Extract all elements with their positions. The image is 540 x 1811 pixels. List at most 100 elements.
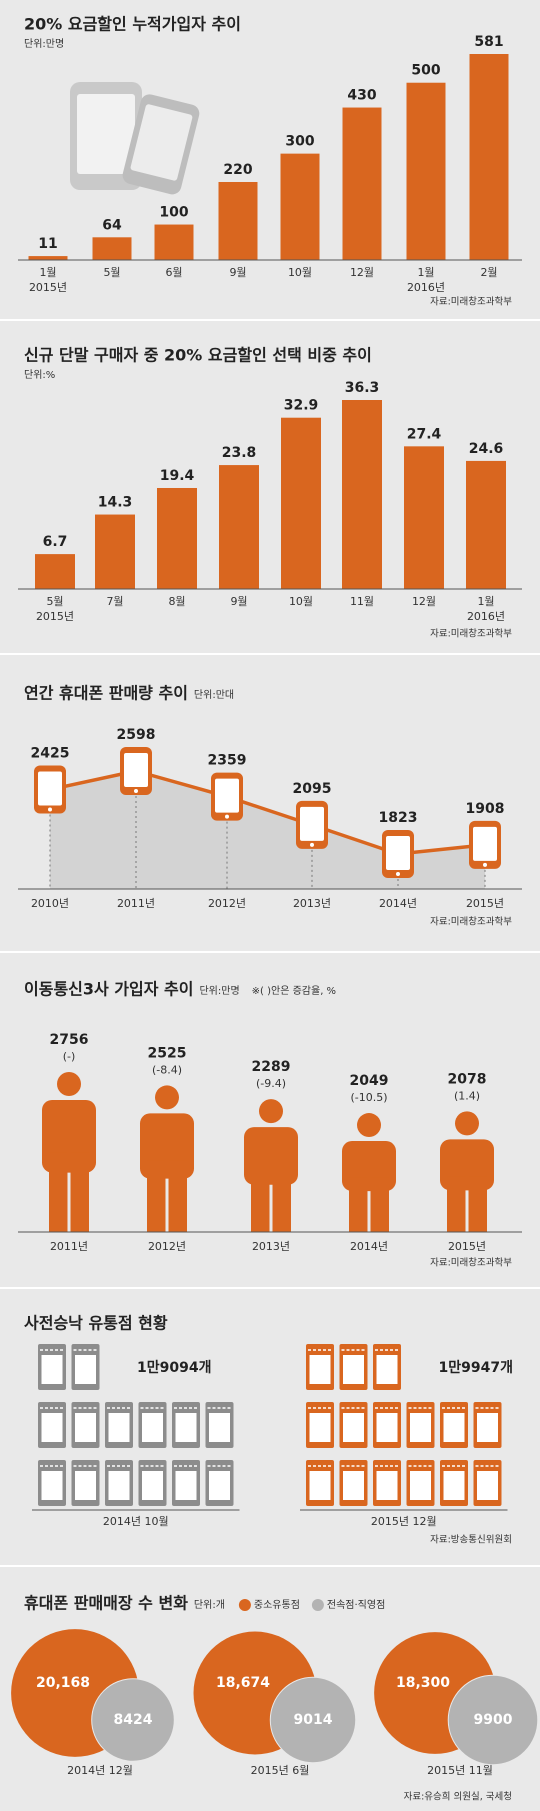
phone-button <box>483 862 487 867</box>
phone-illustration-back <box>122 94 200 195</box>
value-label: 32.9 <box>284 398 319 414</box>
store-icon-window <box>477 1413 498 1442</box>
bar <box>281 417 321 589</box>
figure-leg <box>147 1160 166 1232</box>
store-icon-window <box>108 1413 130 1442</box>
bubble <box>447 1674 539 1766</box>
phone-marker <box>211 772 243 821</box>
phone-button <box>48 807 52 812</box>
value-label: 581 <box>474 34 503 50</box>
value-label: 1만9947개 <box>439 1360 513 1376</box>
bar <box>280 153 320 260</box>
figure-head <box>357 1113 381 1138</box>
year-label: 2016년 <box>467 610 505 623</box>
separators <box>0 319 540 1567</box>
store-icon-window <box>75 1413 96 1442</box>
phone-illustration <box>70 82 200 195</box>
legend-swatch <box>238 1599 251 1611</box>
bar <box>154 224 194 260</box>
bar <box>28 256 68 260</box>
phone-marker <box>120 747 152 795</box>
phone-screen <box>215 778 239 813</box>
figure-leg <box>447 1176 466 1232</box>
store-icon-group <box>38 1344 234 1506</box>
x-tick-label: 5월 <box>103 266 120 279</box>
x-tick-label: 2011년 <box>117 897 155 910</box>
figure-head <box>455 1111 479 1136</box>
note: ※( )안은 증감율, % <box>252 985 336 997</box>
x-tick-label: 5월 <box>46 595 63 608</box>
value-label: 14.3 <box>98 495 133 511</box>
value-label: 23.8 <box>222 445 257 461</box>
store-icon-window <box>142 1413 163 1442</box>
value-label: 64 <box>102 217 122 233</box>
value-label: 100 <box>159 205 188 221</box>
x-tick-label: 2014년 <box>350 1240 388 1253</box>
x-tick-label: 2010년 <box>31 897 69 910</box>
source: 자료:미래창조과학부 <box>430 917 512 928</box>
x-tick-label: 6월 <box>165 266 182 279</box>
x-tick-label: 10월 <box>288 266 312 279</box>
x-tick-label: 12월 <box>350 266 374 279</box>
unit-label: 단위:만대 <box>194 688 234 701</box>
value-label: 24.6 <box>469 441 504 457</box>
x-tick-label: 2013년 <box>252 1240 290 1253</box>
chart-title: 휴대폰 판매매장 수 변화 <box>24 1594 188 1613</box>
x-tick-label: 2015년 6월 <box>251 1764 310 1777</box>
x-tick-label: 9월 <box>229 266 246 279</box>
value-label: 1908 <box>466 801 505 817</box>
phone-button <box>134 789 138 793</box>
value-label: 6.7 <box>43 534 68 550</box>
x-tick-label: 11월 <box>350 595 374 608</box>
source: 자료:미래창조과학부 <box>430 1258 512 1269</box>
store-icon-window <box>376 1413 398 1442</box>
x-tick-label: 1월 <box>477 595 494 608</box>
figure-leg <box>168 1160 187 1232</box>
change-label: (-9.4) <box>256 1077 286 1090</box>
phone-marker <box>34 765 66 814</box>
value-label: 36.3 <box>345 380 380 396</box>
value-label: 2078 <box>448 1071 487 1087</box>
store-icon-window <box>443 1471 465 1500</box>
value-label: 1만9094개 <box>137 1360 211 1376</box>
value-label: 2598 <box>117 727 156 743</box>
phone-marker <box>382 830 414 878</box>
phone-marker <box>469 820 501 869</box>
x-tick-label: 2015년 11월 <box>427 1764 493 1777</box>
store-icon-window <box>209 1413 230 1442</box>
bar <box>466 460 506 589</box>
figure-leg <box>349 1177 368 1232</box>
chart-title: 이동통신3사 가입자 추이 <box>24 980 193 999</box>
store-icon-window <box>410 1471 431 1500</box>
value-label: 500 <box>411 63 440 79</box>
value-label: 1823 <box>379 810 418 826</box>
legend-swatch <box>311 1599 324 1611</box>
x-tick-label: 2014년 10월 <box>103 1515 169 1528</box>
bar <box>342 107 382 260</box>
bar <box>218 181 258 260</box>
person-figure <box>42 1072 96 1232</box>
store-icon-window <box>175 1413 197 1442</box>
year-label: 2015년 <box>29 281 67 294</box>
phone-screen <box>473 826 497 861</box>
store-icon-window <box>108 1471 130 1500</box>
phone-button <box>396 872 400 876</box>
figure-head <box>155 1085 179 1110</box>
unit-label: 단위:만명 <box>199 984 239 997</box>
value-label: 9014 <box>294 1712 333 1728</box>
x-tick-label: 2월 <box>480 266 497 279</box>
store-icon-window <box>443 1413 465 1442</box>
value-label: 2425 <box>31 746 70 762</box>
x-tick-label: 1월 <box>417 266 434 279</box>
store-icon-window <box>175 1471 197 1500</box>
x-tick-label: 7월 <box>106 595 123 608</box>
legend-label: 전속점·직영점 <box>327 1599 385 1611</box>
store-icon-window <box>209 1471 230 1500</box>
value-label: 300 <box>285 134 314 150</box>
store-icon-window <box>477 1471 498 1500</box>
bar <box>95 514 135 589</box>
figure-head <box>57 1072 81 1096</box>
bar <box>92 237 132 260</box>
store-icon-window <box>343 1471 364 1500</box>
